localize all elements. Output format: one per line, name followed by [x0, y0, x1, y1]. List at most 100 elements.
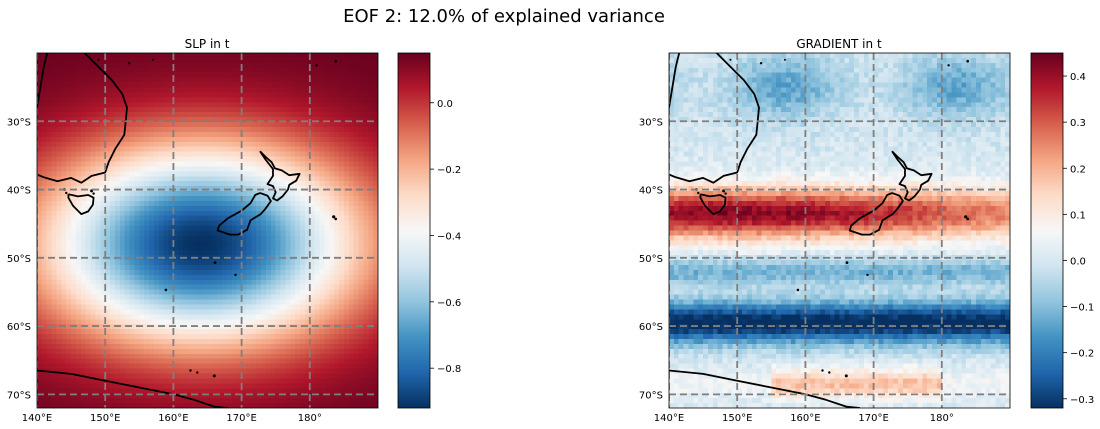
slp-gridlines — [37, 53, 378, 408]
slp-y-tick-label: 50°S — [7, 254, 31, 265]
gradient-y-tick-label: 70°S — [639, 390, 663, 401]
gradient-island — [759, 62, 763, 65]
slp-coastline-tasmania — [67, 193, 95, 216]
slp-coastline-antarctica — [37, 369, 229, 408]
gradient-island — [828, 371, 831, 374]
slp-island — [332, 215, 336, 219]
gradient-colorbar-bar — [1030, 52, 1064, 409]
slp-x-tick-label: 180° — [298, 413, 322, 424]
gradient-island — [821, 369, 824, 372]
gradient-colorbar-ticks: 0.4 0.3 0.2 0.1 0.0 −0.1 −0.2 −0.3 — [1063, 72, 1094, 406]
slp-island — [315, 64, 318, 67]
slp-y-tick-label: 40°S — [7, 186, 31, 197]
gradient-colorbar-tick-label: 0.4 — [1070, 72, 1086, 83]
slp-heatmap — [37, 53, 378, 408]
gradient-y-tick-label: 60°S — [639, 322, 663, 333]
slp-x-tick-label: 160°E — [158, 413, 188, 424]
gradient-coastlines — [669, 48, 969, 408]
slp-coastline-south — [216, 192, 272, 236]
gradient-x-tick-label: 180° — [930, 413, 954, 424]
gradient-island — [966, 59, 969, 63]
slp-island — [234, 273, 237, 277]
gradient-y-tick-label: 30°S — [639, 117, 663, 128]
slp-island — [196, 371, 199, 374]
slp-island — [77, 48, 79, 50]
gradient-gridlines — [669, 53, 1010, 408]
slp-y-tick-label: 30°S — [7, 117, 31, 128]
slp-island — [212, 374, 216, 378]
gradient-island — [966, 217, 969, 221]
gradient-coastline-north — [891, 150, 933, 202]
gradient-heatmap — [669, 53, 1010, 408]
slp-colorbar-ticks: 0.0 −0.2 −0.4 −0.6 −0.8 — [430, 99, 461, 375]
gradient-y-ticks: 30°S 40°S 50°S 60°S 70°S — [639, 117, 663, 401]
slp-panel: SLP in t 140°E 150°E 160°E 170°E 180° 30°S 40… — [7, 37, 379, 424]
gradient-y-tick-label: 50°S — [639, 254, 663, 265]
slp-coastlines — [37, 48, 338, 408]
gradient-island — [729, 58, 732, 61]
slp-island — [164, 288, 168, 292]
slp-island — [127, 62, 131, 65]
slp-colorbar-tick-label: −0.2 — [437, 165, 461, 176]
gradient-x-ticks: 140°E 150°E 160°E 170°E 180° — [654, 413, 954, 424]
slp-colorbar-tick-label: −0.8 — [437, 364, 461, 375]
slp-colorbar: 0.0 −0.2 −0.4 −0.6 −0.8 — [397, 52, 461, 409]
gradient-x-tick-label: 150°E — [722, 413, 752, 424]
gradient-x-tick-label: 160°E — [790, 413, 820, 424]
slp-y-tick-label: 60°S — [7, 322, 31, 333]
gradient-island — [796, 288, 800, 292]
gradient-panel: GRADIENT in t 140°E 150°E 160°E 170°E 180° 3… — [639, 37, 1011, 424]
slp-frame — [36, 52, 379, 409]
slp-x-tick-label: 170°E — [226, 413, 256, 424]
slp-island — [334, 59, 338, 63]
gradient-coastline-antarctica — [669, 369, 861, 408]
gradient-x-tick-label: 170°E — [858, 413, 888, 424]
gradient-colorbar-tick-label: 0.1 — [1070, 210, 1086, 221]
gradient-island — [964, 215, 968, 219]
slp-x-tick-label: 140°E — [22, 413, 52, 424]
gradient-coastline-australia — [669, 53, 760, 184]
slp-island — [189, 369, 192, 372]
gradient-coastline-tasmania — [699, 193, 727, 216]
slp-island — [92, 192, 95, 195]
slp-island — [65, 191, 68, 195]
gradient-colorbar-tick-label: −0.2 — [1070, 349, 1094, 360]
gradient-island — [724, 192, 727, 195]
gradient-colorbar-tick-label: −0.1 — [1070, 303, 1094, 314]
gradient-coastline-south — [848, 192, 904, 236]
gradient-island — [783, 58, 786, 61]
gradient-map-area — [669, 48, 1010, 408]
slp-coastline-australia — [37, 53, 128, 184]
slp-colorbar-tick-label: −0.4 — [437, 231, 461, 242]
slp-island — [334, 217, 338, 221]
slp-map-area — [37, 48, 378, 408]
gradient-x-tick-label: 140°E — [654, 413, 684, 424]
gradient-island — [866, 273, 869, 277]
slp-colorbar-tick-label: −0.6 — [437, 298, 461, 309]
slp-panel-title: SLP in t — [185, 37, 230, 51]
slp-y-ticks: 30°S 40°S 50°S 60°S 70°S — [7, 117, 31, 401]
gradient-frame — [668, 52, 1011, 409]
slp-island — [97, 58, 100, 61]
gradient-island — [709, 48, 711, 50]
gradient-colorbar-tick-label: 0.3 — [1070, 118, 1086, 129]
slp-coastline-north — [259, 150, 301, 202]
slp-colorbar-bar — [397, 52, 431, 409]
slp-x-ticks: 140°E 150°E 160°E 170°E 180° — [22, 413, 322, 424]
gradient-colorbar-tick-label: 0.2 — [1070, 164, 1086, 175]
gradient-island — [697, 191, 700, 195]
gradient-colorbar: 0.4 0.3 0.2 0.1 0.0 −0.1 −0.2 −0.3 — [1030, 52, 1094, 409]
gradient-island — [845, 261, 849, 264]
gradient-colorbar-tick-label: 0.0 — [1070, 256, 1086, 267]
slp-island — [151, 58, 154, 61]
gradient-island — [844, 374, 848, 378]
slp-y-tick-label: 70°S — [7, 390, 31, 401]
gradient-colorbar-tick-label: −0.3 — [1070, 395, 1094, 406]
gradient-panel-title: GRADIENT in t — [796, 37, 882, 51]
gradient-y-tick-label: 40°S — [639, 186, 663, 197]
slp-island — [213, 261, 217, 264]
gradient-island — [947, 64, 950, 67]
slp-x-tick-label: 150°E — [90, 413, 120, 424]
slp-colorbar-tick-label: 0.0 — [437, 99, 453, 110]
